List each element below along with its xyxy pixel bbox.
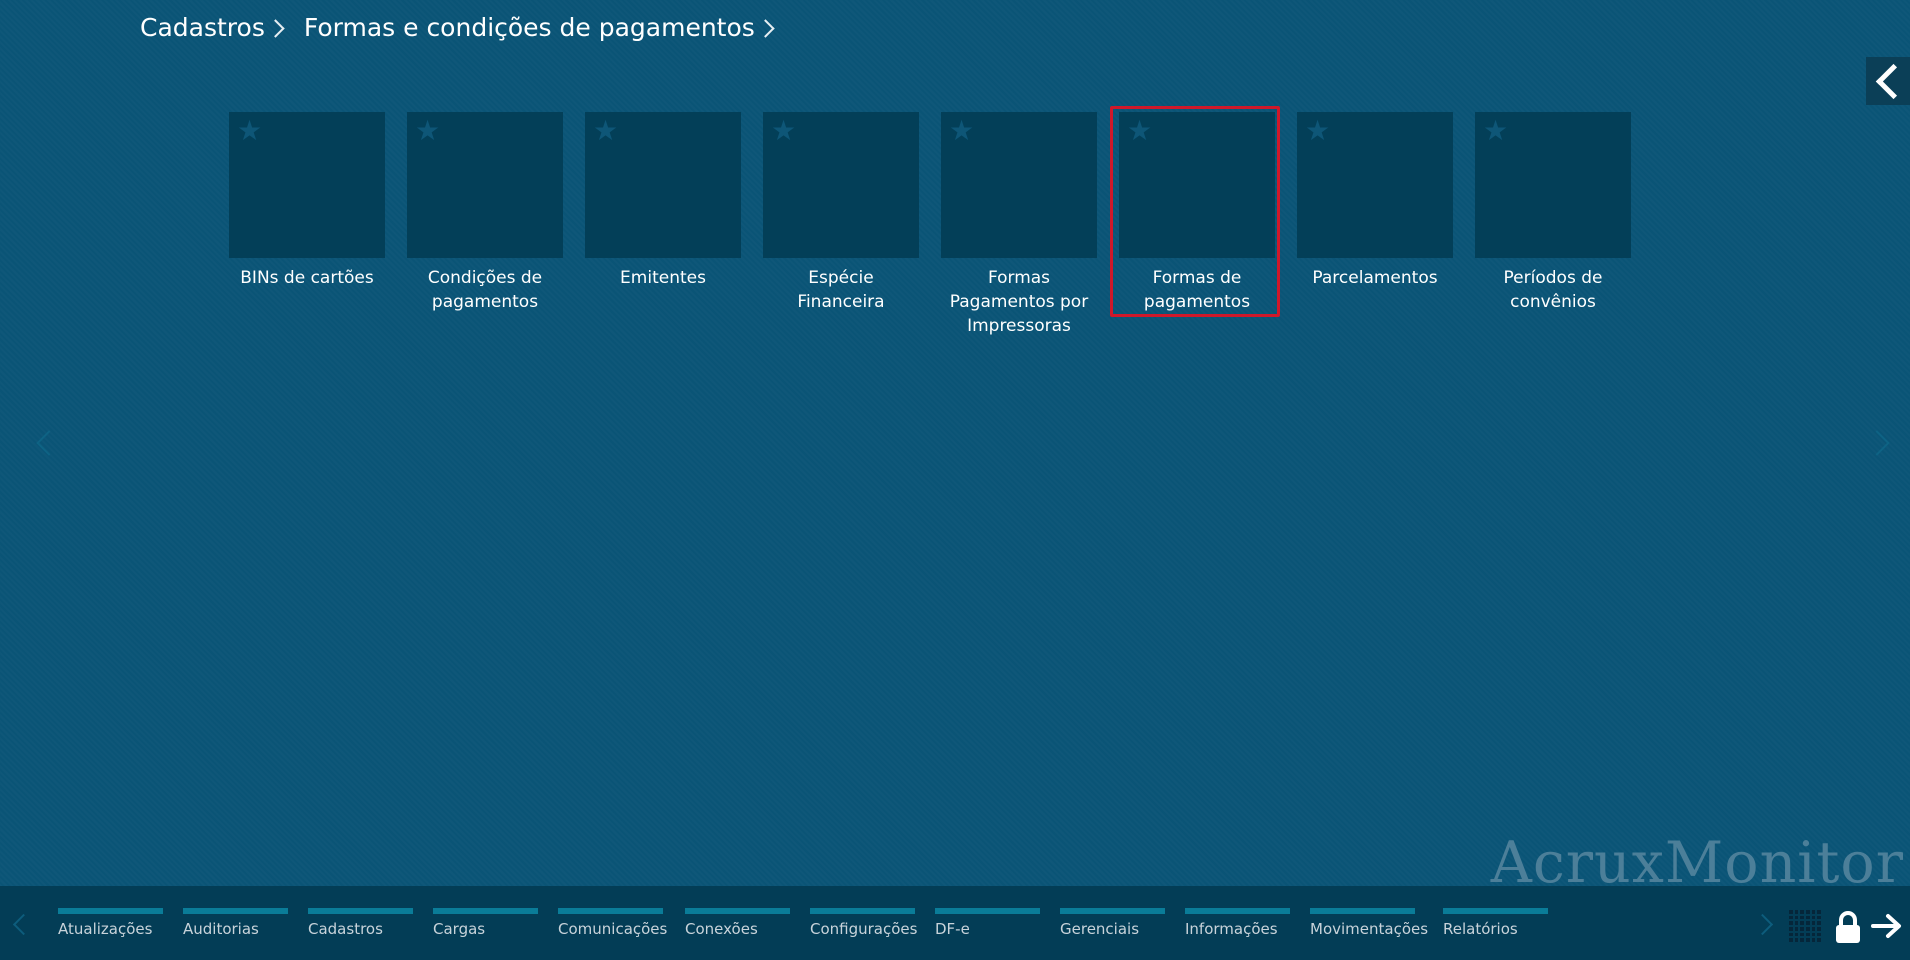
tile-bins-de-cartoes[interactable]: ★ BINs de cartões [229,112,385,338]
category-conexoes[interactable]: Conexões [685,908,790,938]
bottom-nav-bar: Atualizações Auditorias Cadastros Cargas… [0,886,1910,960]
star-icon[interactable]: ★ [237,114,263,147]
chevron-left-icon [1875,63,1910,99]
star-icon[interactable]: ★ [415,114,441,147]
category-label: DF-e [935,920,970,938]
bottom-nav-prev-button[interactable] [10,913,35,936]
breadcrumb: Cadastros Formas e condições de pagament… [140,10,794,44]
tile-label: BINs de cartões [240,268,374,288]
tile-emitentes[interactable]: ★ Emitentes [585,112,741,338]
breadcrumb-label: Formas e condições de pagamentos [303,12,755,42]
category-bar [1185,908,1290,914]
tile-condicoes-de-pagamentos[interactable]: ★ Condições de pagamentos [407,112,563,338]
category-bar [308,908,413,914]
chevron-left-icon [12,913,35,936]
tile-box: ★ [941,112,1097,258]
category-df-e[interactable]: DF-e [935,908,1040,938]
category-configuracoes[interactable]: Configurações [810,908,918,938]
category-bar [810,908,915,914]
category-comunicacoes[interactable]: Comunicações [558,908,668,938]
tile-formas-pagamentos-por-impressoras[interactable]: ★ Formas Pagamentos por Impressoras [941,112,1097,338]
tile-box: ★ [1119,112,1275,258]
category-informacoes[interactable]: Informações [1185,908,1290,938]
category-label: Comunicações [558,920,668,938]
chevron-right-icon [1864,430,1890,456]
category-label: Auditorias [183,920,259,938]
category-bar [1443,908,1548,914]
category-label: Movimentações [1310,920,1429,938]
star-icon[interactable]: ★ [593,114,619,147]
tile-label: Períodos de convênios [1503,268,1603,312]
arrow-right-icon[interactable] [1870,912,1904,940]
tile-label: Parcelamentos [1312,268,1438,288]
category-bar [558,908,663,914]
tile-box: ★ [229,112,385,258]
category-cargas[interactable]: Cargas [433,908,538,938]
star-icon[interactable]: ★ [771,114,797,147]
tile-label: Espécie Financeira [797,268,885,312]
category-label: Configurações [810,920,918,938]
tile-formas-de-pagamentos[interactable]: ★ Formas de pagamentos [1110,106,1280,338]
tile-periodos-de-convenios[interactable]: ★ Períodos de convênios [1475,112,1631,338]
star-icon[interactable]: ★ [949,114,975,147]
tile-label: Formas de pagamentos [1143,268,1251,312]
category-bar [1060,908,1165,914]
grid-icon[interactable] [1789,910,1821,942]
tile-box: ★ [763,112,919,258]
tile-especie-financeira[interactable]: ★ Espécie Financeira [763,112,919,338]
category-cadastros[interactable]: Cadastros [308,908,413,938]
tile-box: ★ [1475,112,1631,258]
breadcrumb-item-cadastros[interactable]: Cadastros [140,13,304,42]
category-label: Atualizações [58,920,153,938]
category-label: Cargas [433,920,486,938]
category-bar [58,908,163,914]
category-bar [935,908,1040,914]
bottom-nav-next-button[interactable] [1751,913,1774,936]
category-label: Conexões [685,920,758,938]
chevron-left-icon [36,430,62,456]
app-logo-watermark: AcruxMonitor [1490,830,1904,896]
breadcrumb-item-formas-condicoes[interactable]: Formas e condições de pagamentos [304,13,794,42]
category-relatorios[interactable]: Relatórios [1443,908,1548,938]
tile-box: ★ [1297,112,1453,258]
category-gerenciais[interactable]: Gerenciais [1060,908,1165,938]
tile-label: Condições de pagamentos [427,268,543,312]
breadcrumb-label: Cadastros [140,12,265,42]
tile-label: Emitentes [620,268,706,288]
category-bar [685,908,790,914]
category-bar [1310,908,1415,914]
collapse-panel-button[interactable] [1866,57,1910,105]
chevron-right-icon [1751,913,1774,936]
tile-box: ★ [585,112,741,258]
category-bar [433,908,538,914]
chevron-right-icon [266,18,285,38]
category-bar [183,908,288,914]
star-icon[interactable]: ★ [1305,114,1331,147]
star-icon[interactable]: ★ [1127,114,1153,147]
page-next-button[interactable] [1864,428,1890,458]
lock-icon[interactable] [1834,910,1862,944]
chevron-right-icon [756,18,775,38]
page-prev-button[interactable] [32,428,62,458]
category-label: Cadastros [308,920,383,938]
tile-label: Formas Pagamentos por Impressoras [949,268,1089,336]
tile-parcelamentos[interactable]: ★ Parcelamentos [1297,112,1453,338]
category-label: Gerenciais [1060,920,1140,938]
category-auditorias[interactable]: Auditorias [183,908,288,938]
tile-box: ★ [407,112,563,258]
category-label: Relatórios [1443,920,1518,938]
category-movimentacoes[interactable]: Movimentações [1310,908,1429,938]
category-label: Informações [1185,920,1278,938]
star-icon[interactable]: ★ [1483,114,1509,147]
menu-tiles: ★ BINs de cartões ★ Condições de pagamen… [229,106,1653,338]
category-atualizacoes[interactable]: Atualizações [58,908,163,938]
